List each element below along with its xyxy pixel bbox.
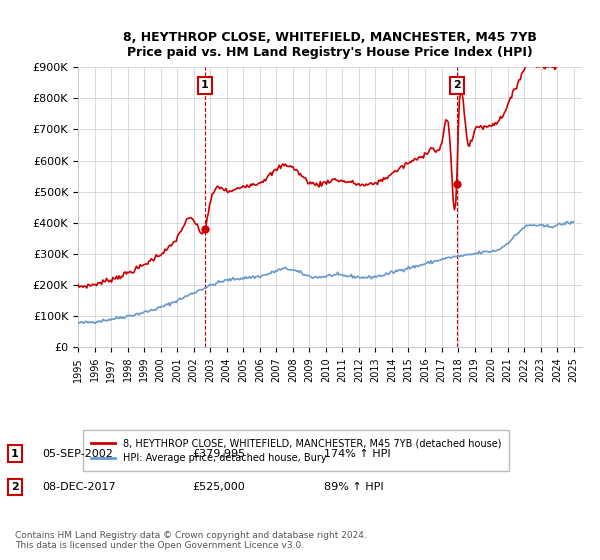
Text: 1: 1 [11, 449, 19, 459]
Legend: 8, HEYTHROP CLOSE, WHITEFIELD, MANCHESTER, M45 7YB (detached house), HPI: Averag: 8, HEYTHROP CLOSE, WHITEFIELD, MANCHESTE… [83, 431, 509, 471]
Text: 89% ↑ HPI: 89% ↑ HPI [324, 482, 383, 492]
Text: 2: 2 [11, 482, 19, 492]
Text: 08-DEC-2017: 08-DEC-2017 [42, 482, 116, 492]
Text: Contains HM Land Registry data © Crown copyright and database right 2024.
This d: Contains HM Land Registry data © Crown c… [15, 530, 367, 550]
Text: £525,000: £525,000 [192, 482, 245, 492]
Text: 2: 2 [453, 81, 461, 90]
Text: 1: 1 [201, 81, 209, 90]
Text: £379,995: £379,995 [192, 449, 245, 459]
Text: 174% ↑ HPI: 174% ↑ HPI [324, 449, 391, 459]
Title: 8, HEYTHROP CLOSE, WHITEFIELD, MANCHESTER, M45 7YB
Price paid vs. HM Land Regist: 8, HEYTHROP CLOSE, WHITEFIELD, MANCHESTE… [123, 31, 537, 59]
Text: 05-SEP-2002: 05-SEP-2002 [42, 449, 113, 459]
